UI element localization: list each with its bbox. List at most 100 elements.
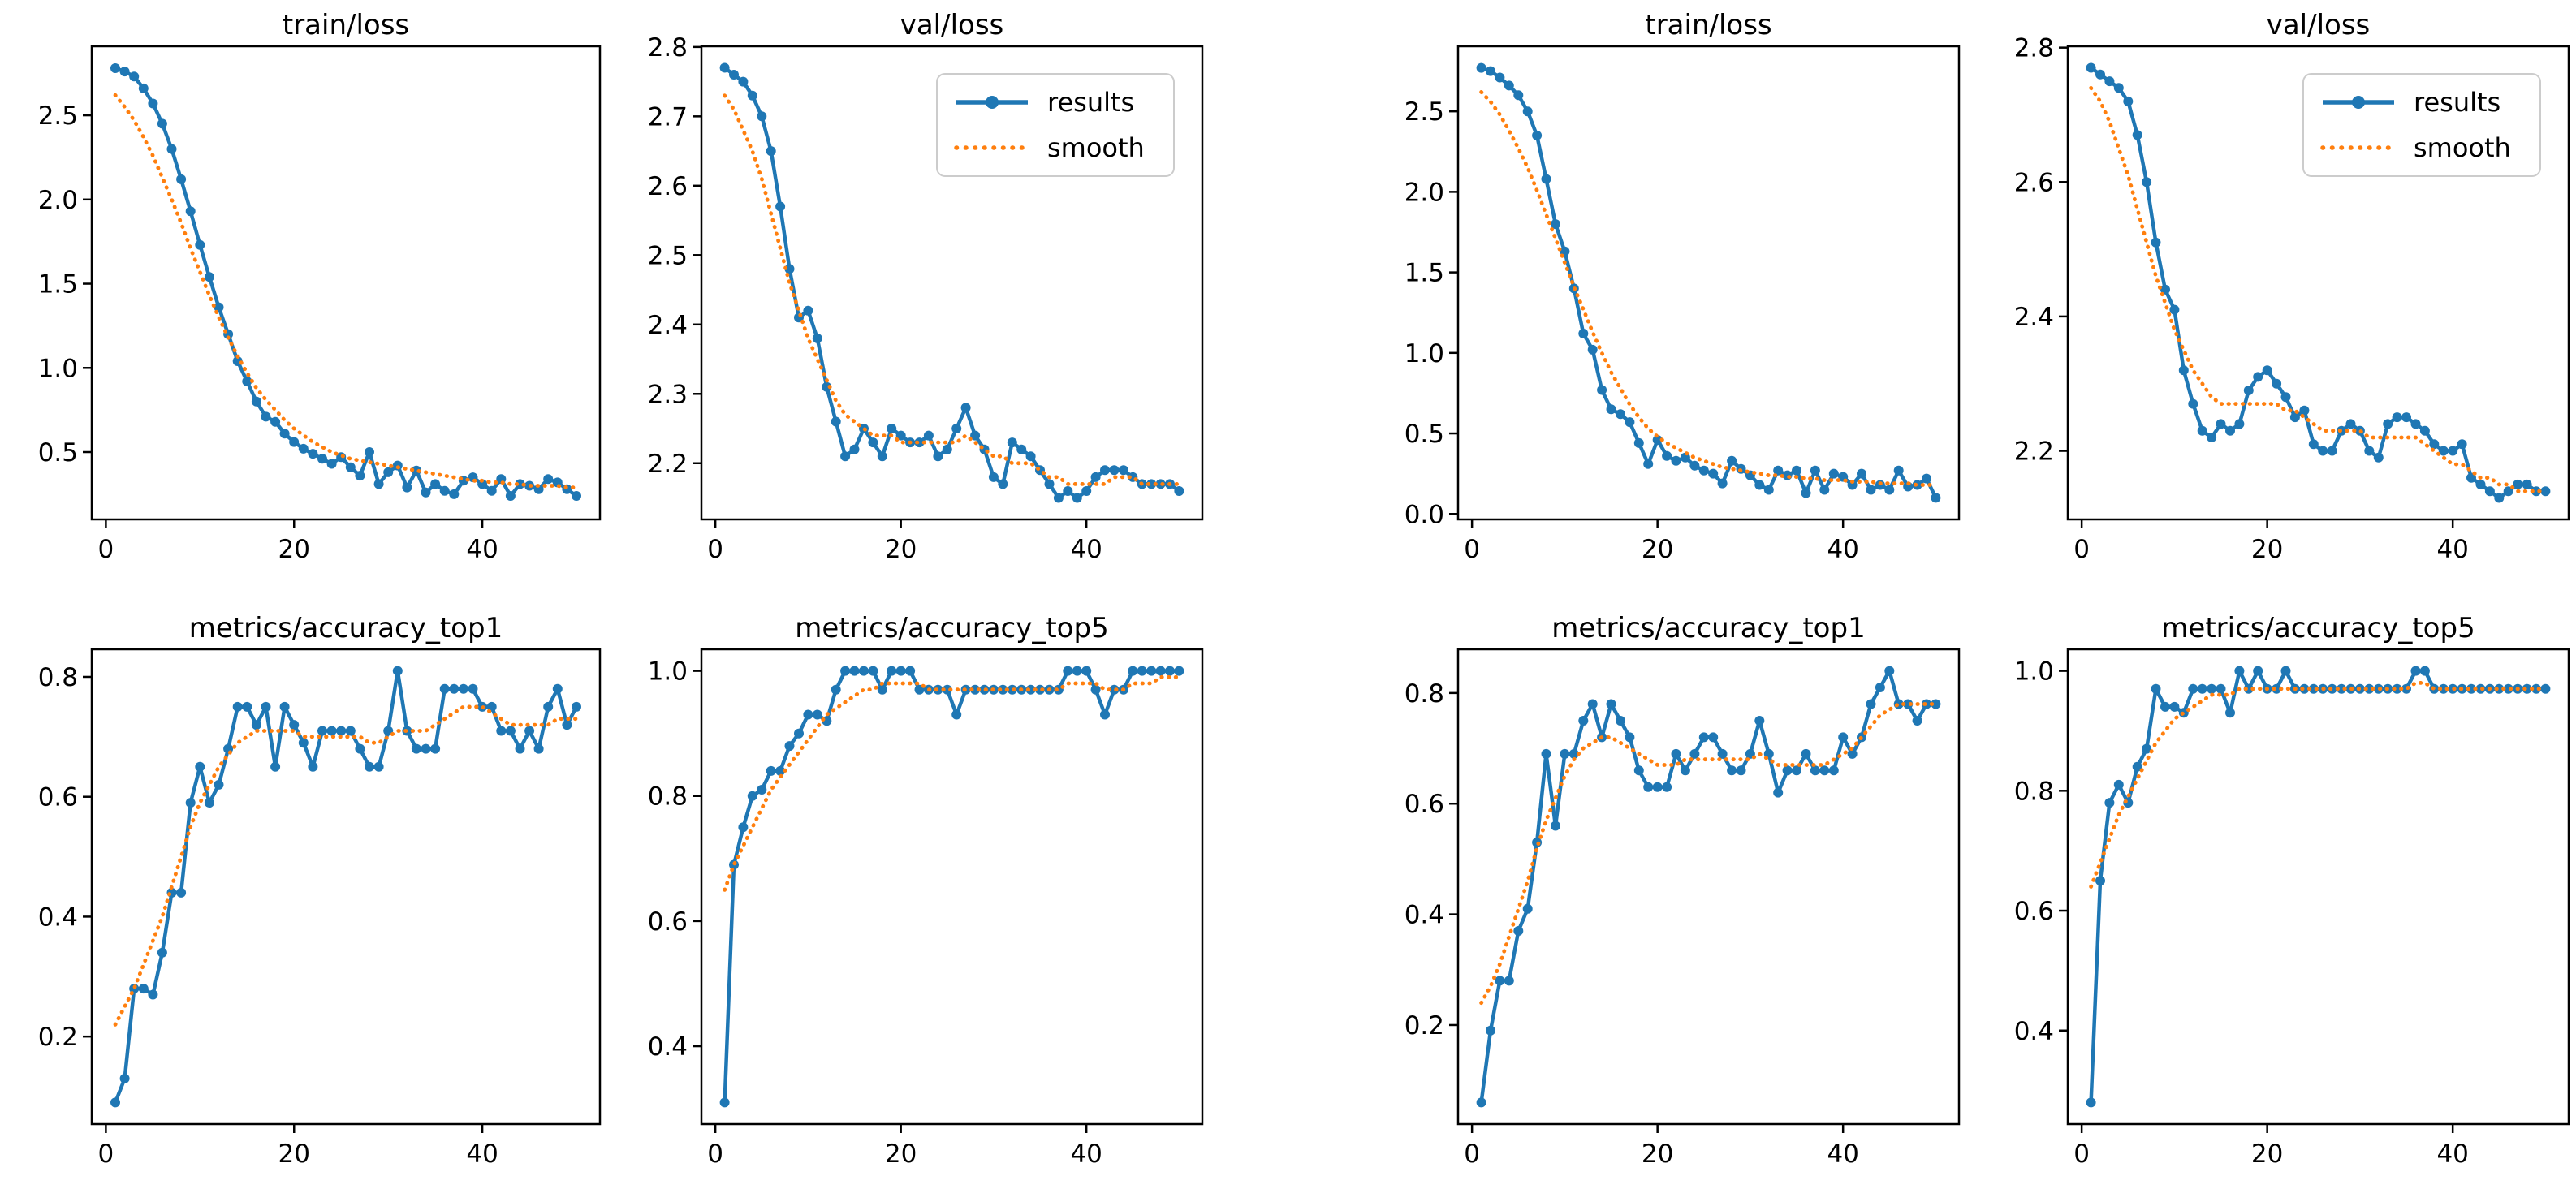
results-markers — [719, 666, 1184, 1108]
y-tick-label: 1.5 — [1405, 259, 1444, 288]
x-tick-label: 40 — [1070, 1139, 1102, 1169]
x-tick-label: 20 — [1642, 1139, 1673, 1169]
chart-title: metrics/accuracy_top1 — [189, 612, 503, 644]
subplot-right-accuracy-top5: 0 20 40 0.4 0.6 0.8 1.0 metrics/accuracy_top5 — [2014, 612, 2570, 1169]
x-tick-label: 0 — [707, 535, 723, 564]
axes-box — [700, 45, 1204, 521]
axes-box — [1456, 45, 1961, 521]
x-tick-label: 20 — [278, 1139, 310, 1169]
results-line — [114, 66, 578, 498]
x-tick-label: 0 — [2073, 1139, 2090, 1169]
y-tick-label: 1.0 — [2014, 657, 2054, 687]
x-tick-label: 20 — [1642, 535, 1673, 564]
y-tick-label: 2.4 — [2014, 303, 2054, 332]
axes-box — [90, 45, 602, 521]
chart-title: val/loss — [900, 9, 1004, 41]
y-tick-label: 0.2 — [1405, 1011, 1444, 1040]
y-tick-label: 0.4 — [2014, 1017, 2054, 1046]
plot-area-left-val-loss — [719, 62, 1184, 503]
y-tick-label: 2.7 — [648, 102, 688, 131]
x-tick-label: 20 — [2251, 535, 2283, 564]
y-tick-label: 2.6 — [648, 172, 688, 201]
y-tick-label: 0.6 — [2014, 897, 2054, 926]
plot-area-left-accuracy-top1 — [110, 666, 581, 1108]
y-tick-label: 0.4 — [648, 1032, 688, 1062]
y-tick-label: 1.0 — [1405, 339, 1444, 368]
y-tick-label: 2.8 — [648, 33, 688, 62]
legend-results-marker — [2352, 96, 2365, 109]
y-tick-label: 0.4 — [38, 903, 78, 932]
subplot-left-train-loss: 0 20 40 0.5 1.0 1.5 2.0 2.5 train/loss — [38, 9, 602, 564]
y-tick-label: 0.5 — [38, 438, 78, 467]
x-tick-label: 20 — [885, 535, 917, 564]
subplot-left-val-loss: 0 20 40 2.2 2.3 2.4 2.5 2.6 2.7 2.8 val/loss result… — [648, 9, 1204, 564]
x-tick-label: 0 — [98, 1139, 114, 1169]
results-line — [1479, 669, 1936, 1103]
y-tick-label: 0.0 — [1405, 500, 1444, 529]
x-tick-label: 0 — [1464, 535, 1480, 564]
results-line — [723, 669, 1180, 1103]
y-tick-label: 2.2 — [2014, 437, 2054, 467]
y-tick-label: 2.0 — [1405, 178, 1444, 207]
x-tick-label: 40 — [466, 1139, 498, 1169]
plot-area-right-val-loss — [2086, 62, 2551, 503]
smooth-line — [1479, 90, 1938, 487]
x-tick-label: 0 — [2073, 535, 2090, 564]
y-tick-label: 0.8 — [38, 663, 78, 692]
smooth-line — [723, 674, 1181, 892]
subplot-right-val-loss: 0 20 40 2.2 2.4 2.6 2.8 val/loss results smooth — [2014, 9, 2570, 564]
y-tick-label: 0.2 — [38, 1023, 78, 1052]
legend: results smooth — [2302, 73, 2541, 177]
y-tick-label: 0.4 — [1405, 901, 1444, 930]
y-tick-label: 1.5 — [38, 270, 78, 299]
x-tick-label: 0 — [98, 535, 114, 564]
y-tick-label: 2.6 — [2014, 168, 2054, 197]
plot-area-right-accuracy-top1 — [1476, 666, 1941, 1108]
results-markers — [2086, 666, 2551, 1108]
y-tick-label: 1.0 — [648, 657, 688, 687]
x-tick-label: 40 — [1070, 535, 1102, 564]
axes-box — [2066, 45, 2570, 521]
legend-results-marker — [986, 96, 999, 109]
axes-box — [90, 648, 602, 1126]
results-markers — [110, 63, 581, 501]
y-tick-label: 0.8 — [648, 782, 688, 812]
plot-area-right-accuracy-top5 — [2086, 666, 2551, 1108]
y-tick-label: 0.6 — [1405, 790, 1444, 819]
x-tick-label: 20 — [885, 1139, 917, 1169]
y-tick-label: 0.6 — [38, 783, 78, 812]
axes-box — [700, 648, 1204, 1126]
legend-smooth-label: smooth — [1047, 132, 1145, 163]
results-line — [1480, 66, 1938, 499]
x-tick-label: 40 — [2436, 535, 2468, 564]
legend-results-label: results — [1047, 87, 1134, 118]
results-markers — [719, 62, 1184, 503]
subplot-left-accuracy-top1: 0 20 40 0.2 0.4 0.6 0.8 metrics/accuracy_top1 — [38, 612, 602, 1169]
plot-area-left-accuracy-top5 — [719, 666, 1184, 1108]
x-tick-label: 20 — [278, 535, 310, 564]
subplot-right-accuracy-top1: 0 20 40 0.2 0.4 0.6 0.8 metrics/accuracy_top1 — [1405, 612, 1961, 1169]
smooth-line — [2089, 85, 2548, 493]
smooth-line — [113, 704, 579, 1027]
x-tick-label: 20 — [2251, 1139, 2283, 1169]
plot-area-left-train-loss — [110, 63, 581, 501]
x-tick-label: 0 — [707, 1139, 723, 1169]
legend-results-label: results — [2414, 87, 2500, 118]
chart-title: metrics/accuracy_top1 — [1551, 612, 1865, 644]
chart-title: val/loss — [2267, 9, 2371, 41]
results-markers — [1476, 62, 1941, 503]
y-tick-label: 0.8 — [2014, 777, 2054, 806]
chart-title: metrics/accuracy_top5 — [795, 612, 1108, 644]
y-tick-label: 2.2 — [648, 450, 688, 479]
results-line — [2089, 669, 2546, 1103]
y-tick-label: 0.5 — [1405, 420, 1444, 449]
y-tick-label: 2.3 — [648, 380, 688, 409]
y-tick-label: 2.5 — [38, 101, 78, 131]
plot-area-right-train-loss — [1476, 62, 1941, 503]
chart-title: train/loss — [1645, 9, 1771, 41]
smooth-line — [2089, 681, 2548, 889]
x-tick-label: 40 — [466, 535, 498, 564]
axes-box — [1456, 648, 1961, 1126]
